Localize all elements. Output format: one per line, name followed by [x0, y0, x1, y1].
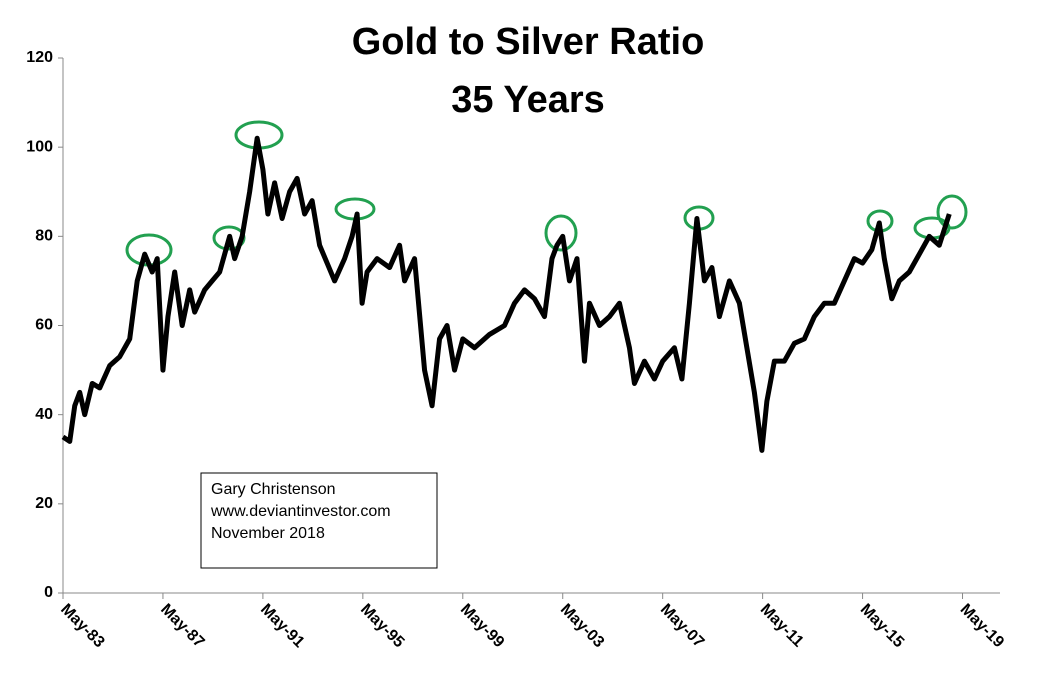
y-tick-label: 60: [35, 317, 53, 334]
x-tick-label: May-87: [157, 601, 207, 651]
chart-title: Gold to Silver Ratio: [352, 21, 705, 63]
y-tick-label: 80: [35, 228, 53, 245]
x-tick-label: May-83: [57, 601, 107, 651]
x-tick-label: May-15: [857, 601, 907, 651]
annotation-box: [200, 472, 438, 569]
x-tick-label: May-07: [657, 601, 707, 651]
highlight-circle: [544, 214, 578, 252]
chart-subtitle: 35 Years: [451, 79, 605, 121]
x-tick-label: May-03: [557, 601, 607, 651]
x-tick-label: May-11: [757, 601, 807, 651]
line-series: [61, 135, 952, 453]
x-tick-label: May-99: [457, 601, 507, 651]
highlight-circles: [125, 120, 968, 267]
y-tick-label: 120: [26, 49, 53, 66]
annotation: Gary Christenson: [211, 481, 336, 498]
y-tick-label: 20: [35, 495, 53, 512]
x-tick-label: May-19: [957, 601, 1007, 651]
x-tick-label: May-91: [257, 601, 307, 651]
annotation: November 2018: [211, 525, 325, 542]
y-tick-label: 40: [35, 406, 53, 423]
x-tick-label: May-95: [357, 601, 407, 651]
highlight-circle: [936, 194, 968, 230]
y-tick-label: 0: [44, 584, 53, 601]
y-tick-label: 100: [26, 138, 53, 155]
annotation: www.deviantinvestor.com: [210, 503, 391, 520]
